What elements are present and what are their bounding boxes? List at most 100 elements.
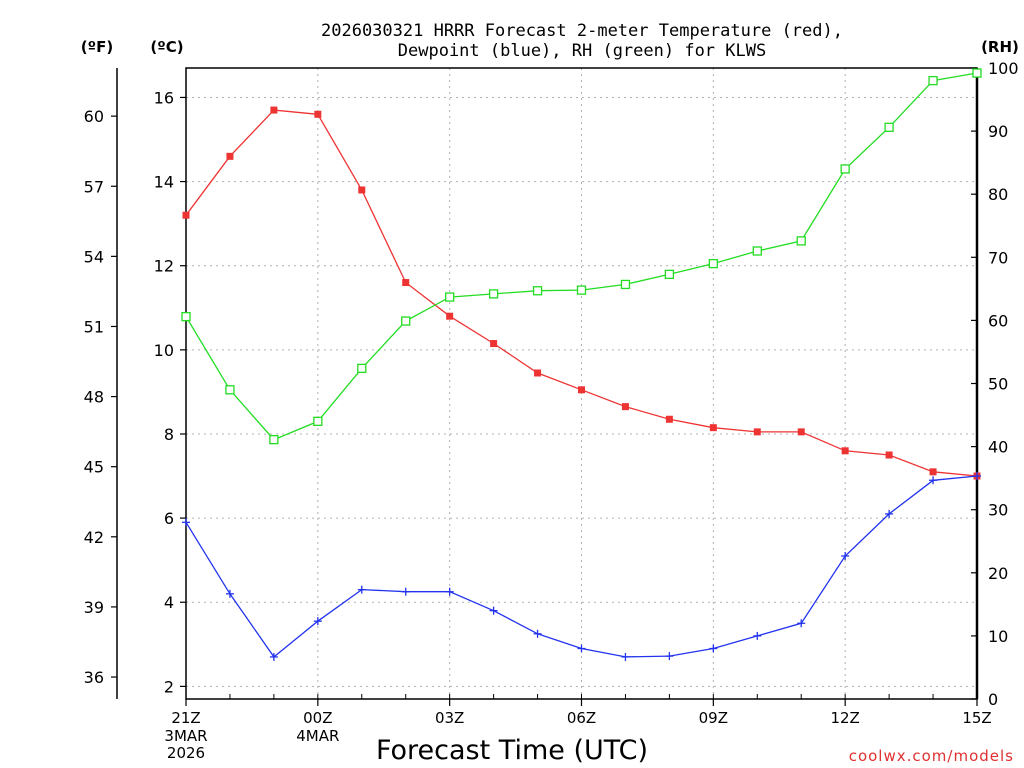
data-point-rh: [884, 122, 894, 132]
data-point-dewpoint: [709, 644, 718, 653]
rh-tick-label: 50: [988, 375, 1008, 394]
data-point-2-meter-temperature: [797, 428, 805, 436]
data-point-dewpoint: [665, 652, 674, 661]
celsius-tick-label: 6: [164, 509, 174, 528]
data-point-dewpoint: [797, 619, 806, 628]
celsius-tick-label: 2: [164, 677, 174, 696]
chart-subtitle: Dewpoint (blue), RH (green) for KLWS: [398, 41, 766, 61]
fahrenheit-tick-label: 48: [84, 388, 104, 407]
series-group: [181, 68, 982, 661]
date-label: 4MAR: [296, 727, 339, 745]
x-tick-label: 09Z: [699, 709, 728, 727]
fahrenheit-axis-unit: (ºF): [81, 38, 113, 56]
x-tick-label: 06Z: [567, 709, 596, 727]
data-point-dewpoint: [841, 551, 850, 560]
series-dewpoint: [182, 472, 981, 661]
chart-title: 2026030321 HRRR Forecast 2-meter Tempera…: [321, 21, 843, 41]
fahrenheit-tick-label: 42: [84, 528, 104, 547]
data-point-2-meter-temperature: [314, 110, 322, 118]
celsius-tick-label: 10: [154, 341, 174, 360]
year-label: 2026: [167, 744, 205, 762]
rh-tick-label: 40: [988, 438, 1008, 457]
fahrenheit-tick-label: 51: [84, 317, 104, 336]
data-point-2-meter-temperature: [841, 447, 849, 455]
data-point-dewpoint: [885, 509, 894, 518]
celsius-tick-label: 16: [154, 88, 174, 107]
data-point-dewpoint: [357, 585, 366, 594]
rh-tick-label: 100: [988, 59, 1019, 78]
celsius-tick-label: 14: [154, 173, 174, 192]
data-point-rh: [488, 289, 499, 299]
data-point-rh: [445, 292, 455, 302]
data-point-2-meter-temperature: [621, 403, 629, 411]
data-point-dewpoint: [445, 587, 454, 596]
data-point-rh: [796, 236, 806, 246]
fahrenheit-tick-label: 54: [84, 247, 104, 266]
data-point-rh: [708, 258, 718, 269]
celsius-axis-unit: (ºC): [150, 38, 183, 56]
data-point-2-meter-temperature: [226, 152, 234, 160]
data-point-2-meter-temperature: [182, 211, 190, 219]
data-point-2-meter-temperature: [885, 451, 893, 459]
data-point-rh: [576, 285, 587, 295]
data-point-rh: [357, 363, 367, 374]
data-point-dewpoint: [401, 587, 410, 596]
data-point-rh: [225, 385, 235, 395]
data-point-dewpoint: [753, 631, 762, 640]
rh-tick-label: 60: [988, 311, 1008, 330]
data-point-rh: [401, 316, 411, 326]
date-label: 3MAR: [164, 727, 207, 745]
celsius-tick-label: 12: [154, 257, 174, 276]
data-point-dewpoint: [489, 606, 498, 615]
data-point-2-meter-temperature: [446, 312, 454, 320]
data-point-rh: [664, 269, 675, 279]
fahrenheit-tick-label: 60: [84, 107, 104, 126]
data-point-dewpoint: [973, 472, 981, 481]
x-tick-label: 15Z: [962, 709, 991, 727]
data-point-2-meter-temperature: [490, 340, 498, 348]
data-point-dewpoint: [577, 644, 586, 653]
data-point-2-meter-temperature: [665, 415, 673, 423]
grid: [186, 68, 977, 699]
data-point-dewpoint: [533, 629, 542, 638]
rh-tick-label: 80: [988, 185, 1008, 204]
credit-text: coolwx.com/models: [849, 747, 1014, 765]
data-point-rh: [840, 164, 850, 174]
data-point-rh: [269, 435, 279, 445]
data-point-rh: [752, 246, 762, 256]
data-point-rh: [313, 416, 323, 427]
rh-tick-label: 70: [988, 248, 1008, 267]
fahrenheit-tick-label: 57: [84, 177, 104, 196]
data-point-2-meter-temperature: [709, 424, 717, 432]
rh-tick-label: 0: [988, 690, 998, 709]
series-2-meter-temperature: [182, 106, 981, 480]
data-point-dewpoint: [929, 476, 938, 485]
data-point-rh: [972, 68, 982, 78]
data-point-2-meter-temperature: [358, 186, 366, 194]
fahrenheit-tick-label: 36: [84, 668, 104, 687]
celsius-tick-label: 4: [164, 593, 174, 612]
x-axis-label: Forecast Time (UTC): [376, 735, 648, 766]
x-tick-label: 03Z: [435, 709, 464, 727]
rh-axis-unit: (RH): [981, 38, 1019, 56]
rh-tick-label: 20: [988, 564, 1008, 583]
data-point-rh: [532, 286, 543, 296]
data-point-rh: [620, 279, 631, 290]
fahrenheit-tick-label: 39: [84, 598, 104, 617]
data-point-2-meter-temperature: [534, 369, 542, 377]
rh-tick-label: 10: [988, 627, 1008, 646]
plot-frame: [185, 67, 978, 700]
tick-labels: 2 4 6 8 10 12 14 16 36 39 42 45 48 51 54 57 60 0 10 20 30 40 5…: [84, 59, 1019, 762]
data-point-2-meter-temperature: [402, 279, 410, 287]
data-point-dewpoint: [182, 518, 190, 527]
data-point-rh: [928, 75, 938, 86]
x-tick-label: 12Z: [830, 709, 859, 727]
fahrenheit-tick-label: 45: [84, 458, 104, 477]
rh-tick-label: 30: [988, 501, 1008, 520]
x-tick-label: 21Z: [171, 709, 200, 727]
data-point-dewpoint: [313, 617, 322, 626]
series-rh: [181, 68, 982, 445]
data-point-dewpoint: [621, 652, 630, 661]
rh-tick-label: 90: [988, 122, 1008, 141]
